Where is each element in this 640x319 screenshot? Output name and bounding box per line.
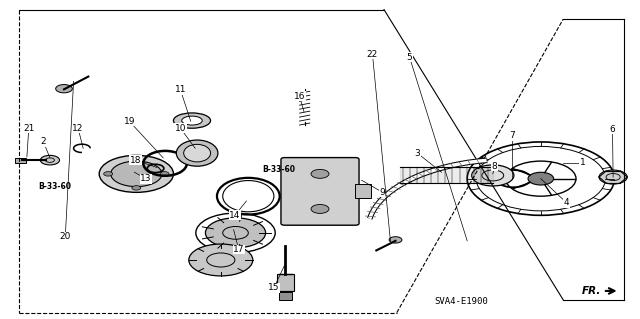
Text: 4: 4: [564, 198, 569, 207]
Circle shape: [311, 169, 329, 178]
Ellipse shape: [173, 113, 211, 128]
Circle shape: [311, 204, 329, 213]
Text: 7: 7: [509, 131, 515, 140]
FancyBboxPatch shape: [281, 158, 359, 225]
Text: 22: 22: [367, 50, 378, 59]
Ellipse shape: [184, 144, 211, 162]
Text: 15: 15: [268, 283, 280, 292]
Text: 16: 16: [294, 92, 305, 101]
Text: 13: 13: [140, 174, 152, 183]
Text: B-33-60: B-33-60: [38, 182, 71, 191]
Text: SVA4-E1900: SVA4-E1900: [434, 297, 488, 306]
Text: 1: 1: [580, 158, 585, 167]
Circle shape: [389, 237, 402, 243]
Text: 5: 5: [407, 53, 412, 62]
Circle shape: [189, 244, 253, 276]
Circle shape: [56, 85, 72, 93]
Circle shape: [104, 172, 113, 176]
Text: 3: 3: [415, 149, 420, 158]
Bar: [277, 274, 294, 291]
Circle shape: [205, 218, 266, 248]
Text: 6: 6: [610, 125, 615, 134]
Circle shape: [99, 155, 173, 192]
Bar: [279, 292, 292, 300]
Text: 21: 21: [23, 124, 35, 133]
Circle shape: [111, 161, 162, 187]
Text: 20: 20: [60, 232, 71, 241]
Text: 8: 8: [492, 162, 497, 171]
Text: 19: 19: [124, 117, 135, 126]
Bar: [355, 184, 371, 198]
Text: 17: 17: [233, 245, 244, 254]
Text: 9: 9: [380, 188, 385, 197]
Circle shape: [40, 155, 60, 165]
Circle shape: [132, 186, 141, 190]
Text: B-33-60: B-33-60: [262, 165, 295, 174]
Circle shape: [160, 172, 169, 176]
Text: 18: 18: [130, 156, 141, 165]
Bar: [15, 158, 26, 163]
Ellipse shape: [176, 140, 218, 166]
Ellipse shape: [182, 116, 202, 125]
Circle shape: [132, 158, 141, 162]
Text: FR.: FR.: [582, 286, 602, 296]
Text: 12: 12: [72, 124, 84, 133]
Text: 11: 11: [175, 85, 186, 94]
Ellipse shape: [223, 181, 274, 212]
Circle shape: [472, 165, 514, 186]
Circle shape: [599, 170, 627, 184]
Text: 10: 10: [175, 124, 186, 133]
Text: 14: 14: [229, 211, 241, 220]
Text: 2: 2: [41, 137, 46, 146]
Circle shape: [528, 172, 554, 185]
